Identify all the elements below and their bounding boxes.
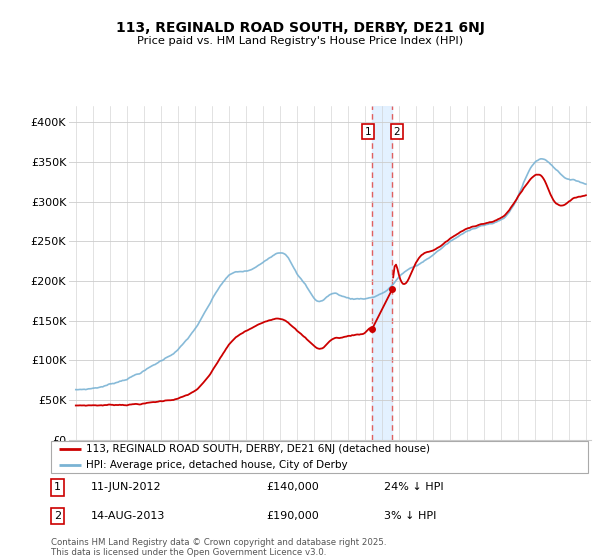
Text: 24% ↓ HPI: 24% ↓ HPI	[384, 482, 443, 492]
Text: HPI: Average price, detached house, City of Derby: HPI: Average price, detached house, City…	[86, 460, 347, 470]
Text: Contains HM Land Registry data © Crown copyright and database right 2025.
This d: Contains HM Land Registry data © Crown c…	[51, 538, 386, 557]
Text: 11-JUN-2012: 11-JUN-2012	[91, 482, 162, 492]
Text: 1: 1	[54, 482, 61, 492]
Text: 2: 2	[394, 127, 400, 137]
Text: £190,000: £190,000	[266, 511, 319, 521]
Text: 3% ↓ HPI: 3% ↓ HPI	[384, 511, 436, 521]
Text: 14-AUG-2013: 14-AUG-2013	[91, 511, 166, 521]
Text: Price paid vs. HM Land Registry's House Price Index (HPI): Price paid vs. HM Land Registry's House …	[137, 36, 463, 46]
Text: 1: 1	[365, 127, 371, 137]
Text: 113, REGINALD ROAD SOUTH, DERBY, DE21 6NJ (detached house): 113, REGINALD ROAD SOUTH, DERBY, DE21 6N…	[86, 444, 430, 454]
Text: £140,000: £140,000	[266, 482, 319, 492]
Text: 113, REGINALD ROAD SOUTH, DERBY, DE21 6NJ: 113, REGINALD ROAD SOUTH, DERBY, DE21 6N…	[116, 21, 484, 35]
Text: 2: 2	[54, 511, 61, 521]
FancyBboxPatch shape	[51, 441, 588, 473]
Bar	[373, 106, 392, 440]
